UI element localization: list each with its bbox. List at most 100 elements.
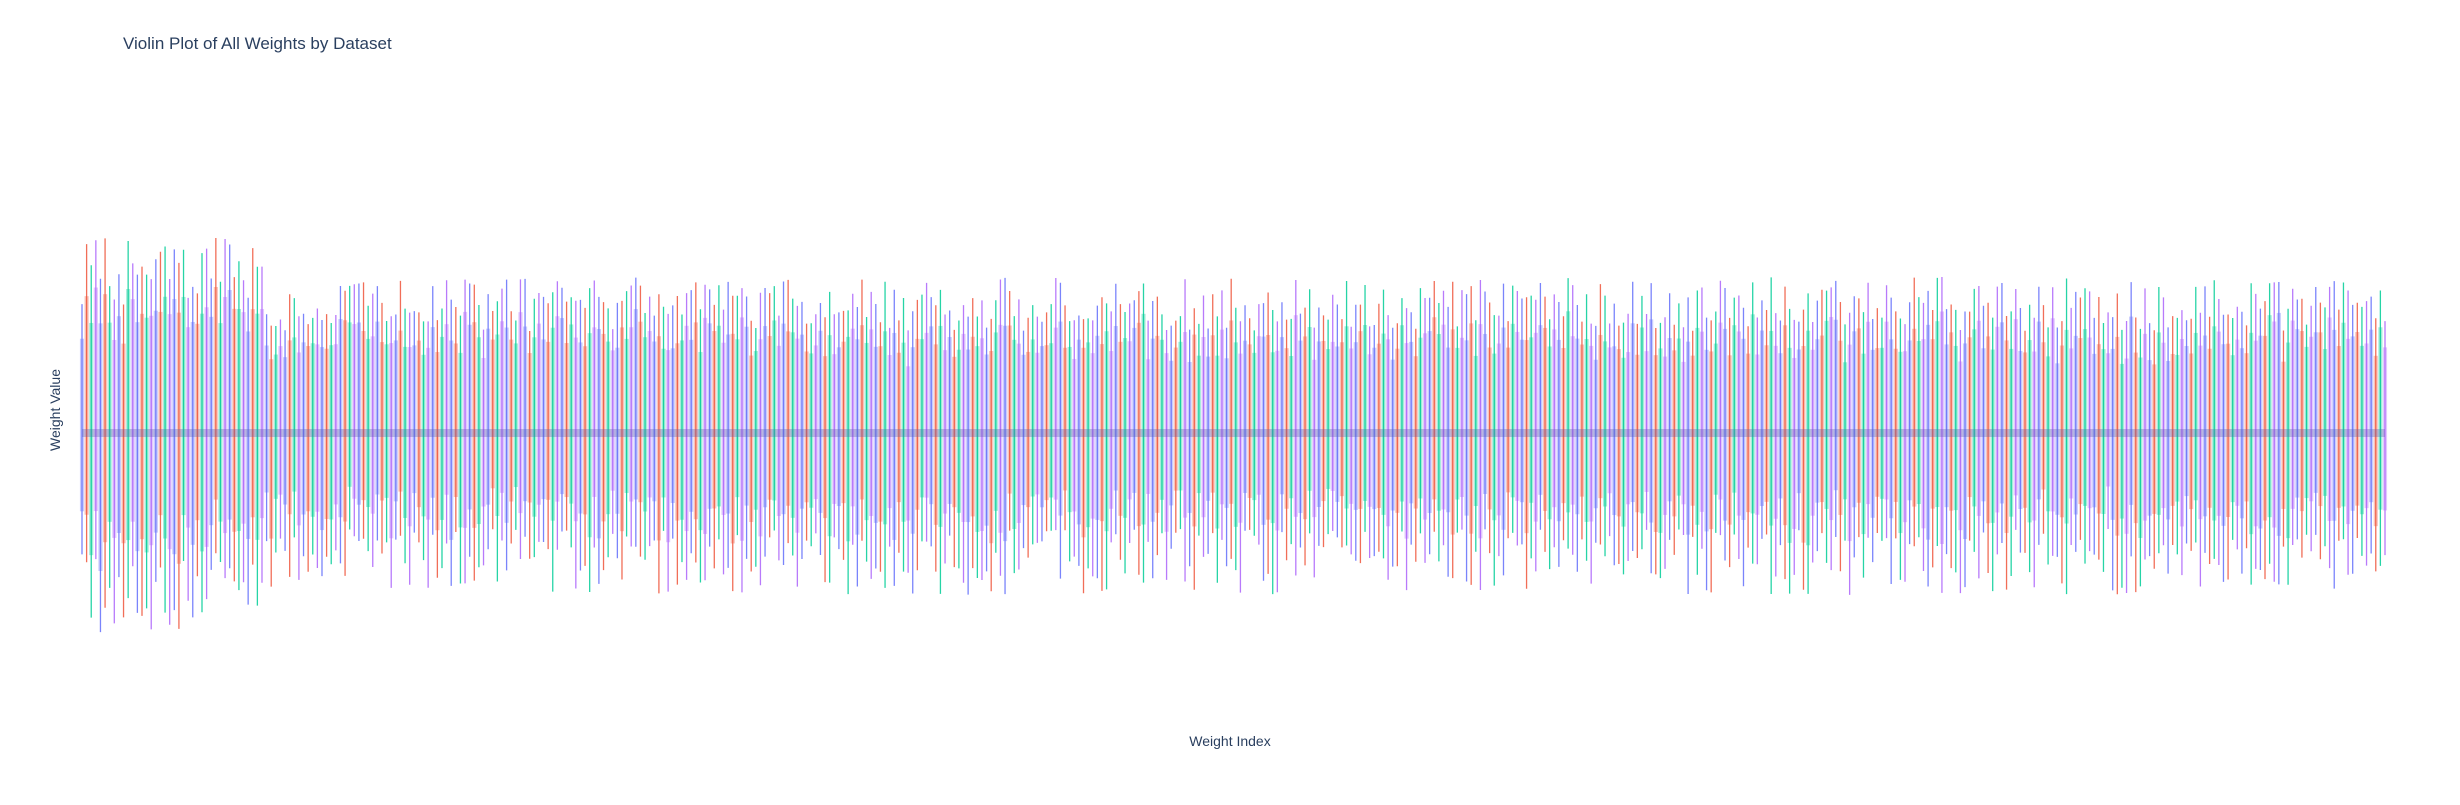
violin-body xyxy=(892,332,897,540)
violin-body xyxy=(2087,337,2092,509)
violin-body xyxy=(1593,359,1598,509)
violin-body xyxy=(998,324,1003,533)
violin-body xyxy=(1270,352,1275,524)
violin-body xyxy=(421,354,426,517)
violin-body xyxy=(1986,336,1991,524)
violin-body xyxy=(1482,333,1488,494)
violin-body xyxy=(1127,341,1132,500)
violin-body xyxy=(1233,342,1238,527)
violin-body xyxy=(2078,338,2083,505)
violin-body xyxy=(1542,327,1548,511)
violin-body xyxy=(642,337,648,512)
violin-body xyxy=(2119,363,2125,519)
violin-body xyxy=(490,339,495,489)
violin-body xyxy=(486,328,491,505)
violin-body xyxy=(795,338,800,533)
violin-body xyxy=(675,343,680,521)
violin-body xyxy=(2110,348,2115,520)
violin-body xyxy=(2341,322,2346,507)
violin-body xyxy=(1058,321,1063,516)
violin-body xyxy=(647,331,652,498)
violin-body xyxy=(1446,347,1451,513)
violin-body xyxy=(841,341,846,504)
violin-body xyxy=(2041,342,2046,490)
violin-body xyxy=(1884,321,1889,500)
violin-body xyxy=(412,345,417,494)
violin-body xyxy=(347,322,352,487)
violin-body xyxy=(1902,351,1908,523)
violin-body xyxy=(744,326,749,506)
violin-body xyxy=(449,340,454,540)
violin-body xyxy=(610,350,615,491)
violin-body xyxy=(1893,348,1898,502)
violin-body xyxy=(1215,355,1220,529)
violin-body xyxy=(1409,341,1414,504)
violin-body xyxy=(1667,338,1672,502)
violin-body xyxy=(1686,341,1691,535)
violin-body xyxy=(1095,335,1100,520)
violin-body xyxy=(1829,317,1834,521)
violin-body xyxy=(1796,349,1801,494)
violin-body xyxy=(1519,339,1525,503)
violin-body xyxy=(2202,335,2208,517)
violin-body xyxy=(416,340,421,508)
violin-body xyxy=(1976,320,1981,516)
violin-body xyxy=(1935,321,1940,508)
violin-body xyxy=(712,331,717,509)
violin-body xyxy=(1658,348,1663,533)
violin-body xyxy=(555,316,560,502)
violin-body xyxy=(1782,325,1788,526)
violin-body xyxy=(1547,346,1552,520)
violin-body xyxy=(467,324,472,510)
violin-body xyxy=(444,324,449,495)
violin-body xyxy=(1930,339,1935,509)
violin-body xyxy=(882,331,888,525)
violin-body xyxy=(915,338,920,510)
violin-body xyxy=(1302,336,1308,520)
violin-body xyxy=(1755,354,1760,515)
violin-body xyxy=(199,313,205,552)
violin-body xyxy=(2336,346,2341,508)
violin-body xyxy=(1787,347,1792,543)
violin-body xyxy=(2216,331,2221,516)
violin-body xyxy=(721,342,726,515)
violin-body xyxy=(1616,349,1621,517)
violin-body xyxy=(149,315,154,546)
violin-body xyxy=(1187,362,1192,513)
violin-body xyxy=(458,352,463,528)
violin-body xyxy=(1090,353,1095,519)
violin-body xyxy=(1136,322,1141,527)
violin-body xyxy=(656,336,661,541)
violin-body xyxy=(1990,349,1995,523)
violin-body xyxy=(1506,347,1511,493)
violin-body xyxy=(1529,337,1534,503)
violin-body xyxy=(878,346,883,522)
violin-body xyxy=(2364,343,2369,509)
violin-body xyxy=(1861,353,1866,535)
violin-body xyxy=(1515,331,1520,501)
violin-body xyxy=(2106,353,2111,487)
violin-body xyxy=(139,313,145,540)
violin-body xyxy=(2161,342,2166,509)
violin-body xyxy=(1339,342,1345,497)
violin-body xyxy=(2101,349,2106,514)
violin-body xyxy=(1026,351,1031,508)
violin-body xyxy=(1229,320,1234,504)
violin-body xyxy=(790,332,795,518)
violin-body xyxy=(1626,352,1631,505)
violin-body xyxy=(2193,332,2198,501)
violin-body xyxy=(2133,352,2138,524)
violin-body xyxy=(518,312,523,514)
violin-body xyxy=(2359,345,2365,515)
violin-body xyxy=(1210,335,1215,493)
violin-body xyxy=(1159,339,1165,500)
violin-body xyxy=(435,352,440,531)
violin-body xyxy=(319,347,325,531)
violin-body xyxy=(753,351,758,510)
violin-body xyxy=(2129,316,2134,505)
violin-body xyxy=(1469,323,1474,534)
violin-body xyxy=(481,357,486,507)
violin-body xyxy=(2013,319,2018,496)
violin-body xyxy=(278,346,283,495)
violin-body xyxy=(2179,339,2185,527)
